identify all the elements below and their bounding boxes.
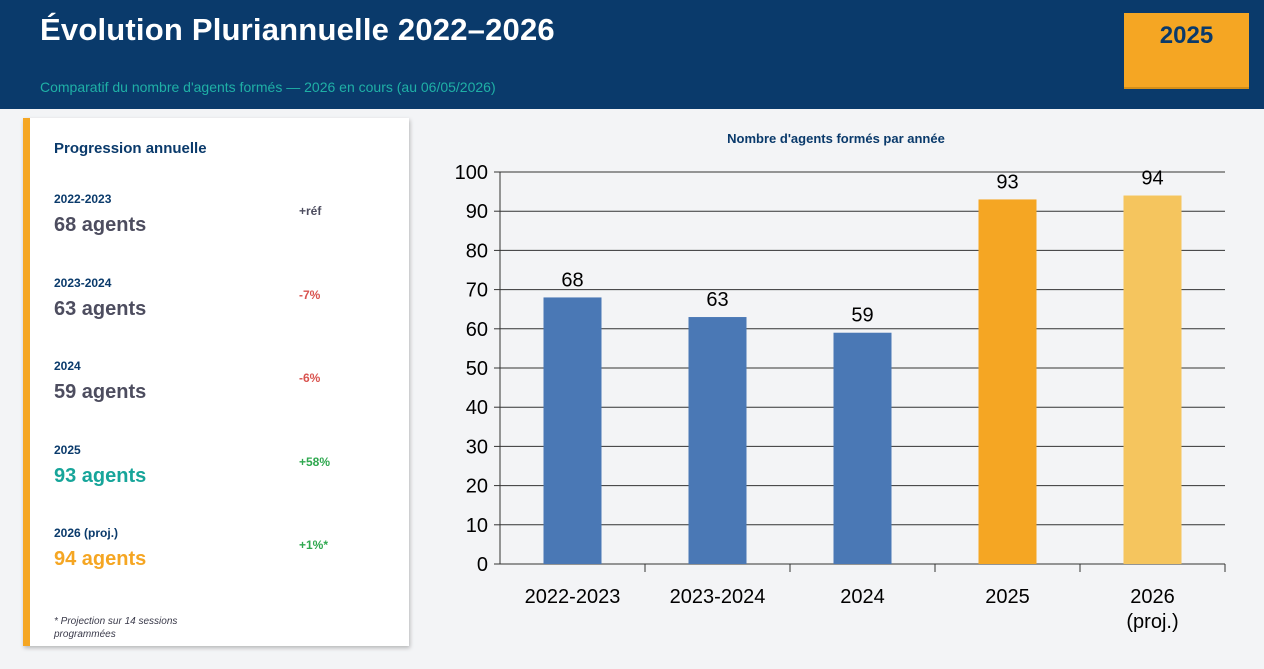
progression-row: 2022-2023 68 agents +réf [54,192,384,252]
bar-chart: 0 10 20 30 40 50 60 70 80 90 100 68 2022-2023 63 2023-… [455,162,1226,633]
header-bar: Évolution Pluriannuelle 2022–2026 Compar… [0,0,1264,109]
bar [543,297,602,564]
y-tick-label: 100 [455,162,488,184]
progression-panel: Progression annuelle 2022-2023 68 agents… [23,118,409,646]
progression-row: 2023-2024 63 agents -7% [54,276,384,336]
bar [688,317,747,564]
chart-title: Nombre d'agents formés par année [727,131,945,146]
panel-accent-bar [23,118,30,646]
row-agent-count: 68 agents [54,214,147,236]
row-year-label: 2023-2024 [54,276,112,290]
progression-row: 2024 59 agents -6% [54,359,384,419]
data-label: 94 [1141,168,1163,190]
x-tick-label: (proj.) [1126,611,1178,633]
row-delta: +58% [299,455,331,469]
x-tick-label: 2022-2023 [525,586,621,608]
progression-row: 2025 93 agents +58% [54,443,384,503]
row-agent-count: 63 agents [54,298,147,320]
panel-title: Progression annuelle [54,140,207,157]
row-agent-count: 94 agents [54,548,147,570]
row-delta: -6% [299,371,321,385]
row-agent-count: 59 agents [54,381,147,403]
y-tick-label: 40 [466,397,488,419]
page-title: Évolution Pluriannuelle 2022–2026 [40,12,555,47]
row-year-label: 2025 [54,443,81,457]
data-label: 68 [561,269,583,291]
y-tick-label: 0 [477,554,488,576]
bar [833,332,892,564]
row-agent-count: 93 agents [54,465,147,487]
x-tick-label: 2024 [840,586,885,608]
bar [1123,195,1182,564]
data-label: 93 [996,171,1018,193]
row-delta: +1%* [299,538,329,552]
data-label: 63 [706,289,728,311]
x-tick-label: 2026 [1130,586,1175,608]
x-tick-label: 2025 [985,586,1030,608]
y-tick-label: 50 [466,358,488,380]
progression-row: 2026 (proj.) 94 agents +1%* [54,526,384,586]
row-year-label: 2024 [54,359,81,373]
y-tick-label: 80 [466,240,488,262]
page-subtitle: Comparatif du nombre d'agents formés — 2… [40,79,496,95]
row-year-label: 2022-2023 [54,192,112,206]
y-tick-label: 90 [466,201,488,223]
row-delta: -7% [299,288,321,302]
y-tick-label: 20 [466,476,488,498]
bar [978,199,1037,564]
data-label: 59 [851,305,873,327]
y-tick-label: 60 [466,319,488,341]
row-delta: +réf [299,204,322,218]
row-year-label: 2026 (proj.) [54,526,119,540]
footnote: * Projection sur 14 sessions programmées [54,616,178,640]
year-badge: 2025 [1124,13,1249,89]
x-tick-label: 2023-2024 [670,586,766,608]
y-tick-label: 30 [466,436,488,458]
y-tick-label: 10 [466,515,488,537]
y-tick-label: 70 [466,280,488,302]
